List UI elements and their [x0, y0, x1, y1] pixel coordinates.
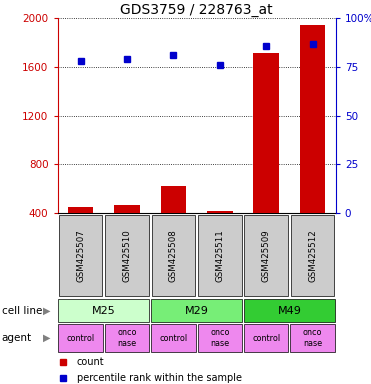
Bar [161, 186, 186, 262]
Bar [300, 25, 325, 262]
Bar [291, 215, 334, 296]
Bar [151, 299, 242, 322]
Text: GSM425508: GSM425508 [169, 229, 178, 282]
Bar [59, 215, 102, 296]
Bar [59, 299, 149, 322]
Bar [151, 324, 196, 352]
Bar [244, 215, 288, 296]
Text: control: control [252, 334, 280, 343]
Bar [253, 53, 279, 262]
Bar [244, 299, 335, 322]
Text: M29: M29 [185, 306, 209, 316]
Text: GSM425511: GSM425511 [215, 229, 224, 282]
Bar [207, 211, 233, 262]
Text: count: count [77, 357, 105, 367]
Text: ▶: ▶ [43, 306, 50, 316]
Text: control: control [67, 334, 95, 343]
Text: cell line: cell line [2, 306, 42, 316]
Title: GDS3759 / 228763_at: GDS3759 / 228763_at [120, 3, 273, 17]
Text: agent: agent [2, 333, 32, 343]
Text: M49: M49 [278, 306, 301, 316]
Text: percentile rank within the sample: percentile rank within the sample [77, 373, 242, 383]
Text: GSM425512: GSM425512 [308, 229, 317, 282]
Bar [114, 205, 140, 262]
Bar [290, 324, 335, 352]
Text: M25: M25 [92, 306, 116, 316]
Bar [198, 215, 242, 296]
Bar [68, 207, 93, 262]
Bar [59, 324, 103, 352]
Text: onco
nase: onco nase [303, 328, 322, 348]
Text: GSM425507: GSM425507 [76, 229, 85, 282]
Bar [105, 215, 149, 296]
Text: onco
nase: onco nase [210, 328, 230, 348]
Text: GSM425510: GSM425510 [122, 229, 132, 282]
Bar [105, 324, 149, 352]
Text: onco
nase: onco nase [117, 328, 137, 348]
Bar [244, 324, 289, 352]
Bar [198, 324, 242, 352]
Text: ▶: ▶ [43, 333, 50, 343]
Bar [152, 215, 195, 296]
Text: GSM425509: GSM425509 [262, 229, 271, 282]
Text: control: control [160, 334, 187, 343]
